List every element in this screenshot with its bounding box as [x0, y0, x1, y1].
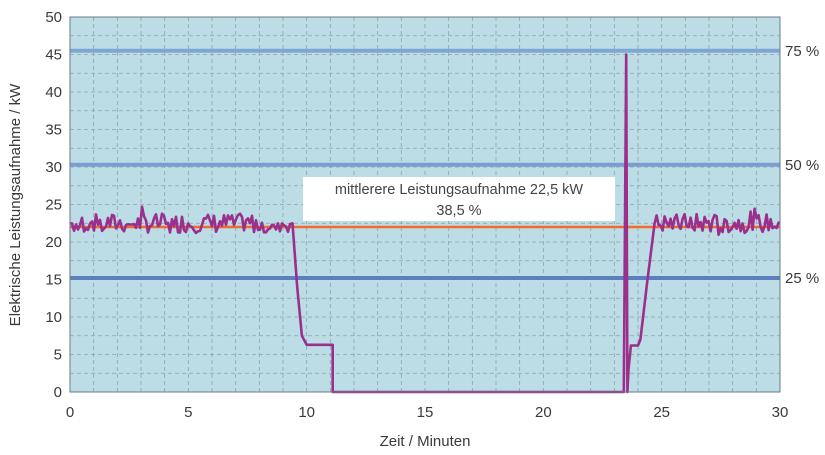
y-tick-label: 0: [54, 384, 62, 401]
annotation-box: [303, 177, 615, 221]
annotation-line-2: 38,5 %: [436, 203, 481, 219]
reference-label: 25 %: [785, 270, 819, 287]
y-tick-label: 50: [45, 9, 62, 26]
x-tick-labels: 0 5 10 15 20 25 30: [66, 404, 789, 421]
y-tick-label: 35: [45, 122, 62, 139]
x-tick-label: 0: [66, 404, 74, 421]
plot-border: [69, 16, 781, 393]
y-tick-label: 30: [45, 159, 62, 176]
reference-label: 50 %: [785, 157, 819, 174]
x-tick-label: 20: [535, 404, 552, 421]
series-layer: [69, 53, 781, 394]
annotation-line-1: mittlerere Leistungsaufnahme 22,5 kW: [335, 182, 584, 198]
x-axis-title: Zeit / Minuten: [380, 433, 471, 450]
power-series-line: [69, 53, 781, 394]
x-tick-label: 15: [417, 404, 434, 421]
grid: [70, 17, 780, 392]
y-tick-labels: 0 5 10 15 20 25 30 35 40 45 50: [45, 9, 62, 401]
y-tick-label: 15: [45, 272, 62, 289]
y-tick-label: 25: [45, 197, 62, 214]
y-tick-label: 10: [45, 309, 62, 326]
annotation: mittlerere Leistungsaufnahme 22,5 kW 38,…: [303, 177, 615, 221]
y-tick-label: 40: [45, 84, 62, 101]
y-tick-label: 20: [45, 234, 62, 251]
x-tick-label: 10: [298, 404, 315, 421]
reference-labels: 75 % 50 % 25 %: [785, 43, 819, 287]
x-tick-label: 25: [653, 404, 670, 421]
x-tick-label: 30: [772, 404, 789, 421]
y-tick-label: 45: [45, 47, 62, 64]
y-tick-label: 5: [54, 347, 62, 364]
x-tick-label: 5: [184, 404, 192, 421]
reference-label: 75 %: [785, 43, 819, 60]
y-axis-title: Elektrische Leistungsaufnahme / kW: [7, 83, 24, 326]
